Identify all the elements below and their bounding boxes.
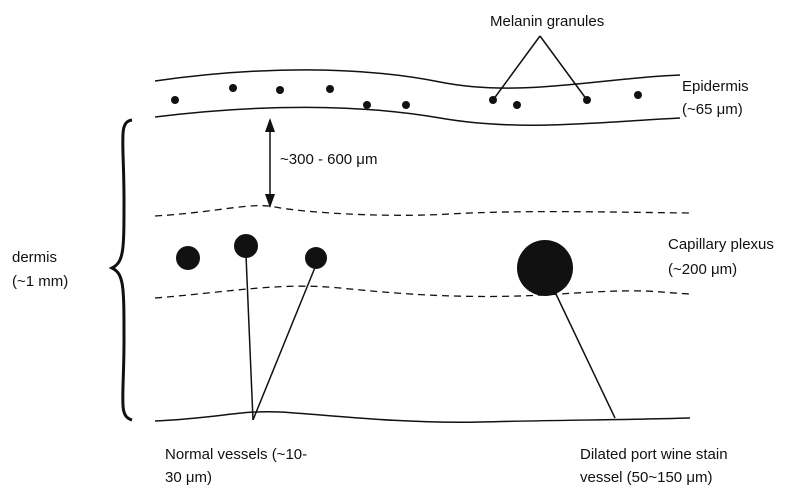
label: (~1 mm): [12, 273, 68, 290]
pointer: [246, 255, 253, 420]
epidermis-bottom: [155, 107, 680, 125]
label: ~300 - 600 μm: [280, 151, 377, 168]
depth-arrow: [265, 118, 275, 208]
label: vessel (50~150 μm): [580, 469, 712, 486]
label: Normal vessels (~10-: [165, 446, 307, 463]
label: Dilated port wine stain: [580, 446, 728, 463]
dermis-bottom: [155, 412, 690, 423]
label: Melanin granules: [490, 13, 604, 30]
plexus-bottom: [155, 286, 690, 298]
dilated-vessel: [517, 240, 573, 296]
label: Capillary plexus: [668, 236, 774, 253]
melanin-dots: [171, 84, 642, 109]
skin-diagram: Melanin granules Epidermis (~65 μm) ~300…: [0, 0, 806, 488]
pointer: [493, 36, 540, 100]
label: 30 μm): [165, 469, 212, 486]
label: Epidermis: [682, 78, 749, 95]
pointer: [540, 36, 587, 100]
normal-vessel: [234, 234, 258, 258]
brace: [112, 120, 132, 420]
label: dermis: [12, 249, 57, 266]
normal-vessel: [176, 246, 200, 270]
label: (~200 μm): [668, 261, 737, 278]
pointer: [253, 265, 316, 420]
pointer: [555, 292, 615, 418]
plexus-top: [155, 206, 690, 216]
label: (~65 μm): [682, 101, 743, 118]
